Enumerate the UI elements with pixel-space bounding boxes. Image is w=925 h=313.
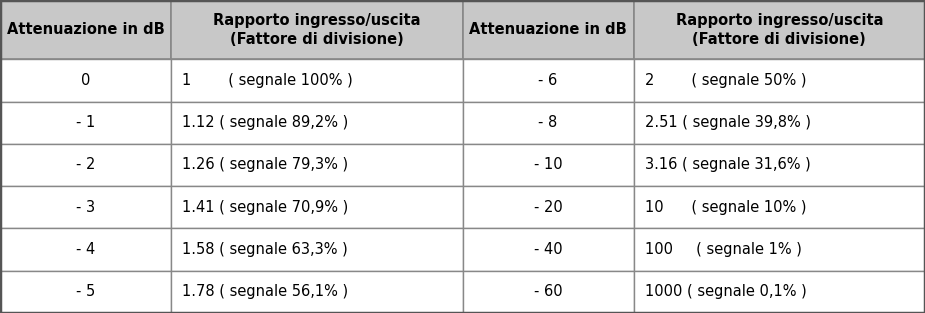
Text: 1000 ( segnale 0,1% ): 1000 ( segnale 0,1% ) <box>645 284 807 299</box>
Bar <box>634 101 925 144</box>
Bar <box>171 0 462 59</box>
Text: 1.78 ( segnale 56,1% ): 1.78 ( segnale 56,1% ) <box>182 284 349 299</box>
Bar <box>0 101 171 144</box>
Text: - 8: - 8 <box>538 115 558 130</box>
Text: - 20: - 20 <box>534 200 562 215</box>
Bar <box>634 59 925 101</box>
Text: 1.58 ( segnale 63,3% ): 1.58 ( segnale 63,3% ) <box>182 242 348 257</box>
Bar <box>634 144 925 186</box>
Text: 2.51 ( segnale 39,8% ): 2.51 ( segnale 39,8% ) <box>645 115 810 130</box>
Bar <box>171 144 462 186</box>
Text: Attenuazione in dB: Attenuazione in dB <box>6 22 165 37</box>
Bar <box>462 101 634 144</box>
Text: - 40: - 40 <box>534 242 562 257</box>
Text: Rapporto ingresso/uscita
(Fattore di divisione): Rapporto ingresso/uscita (Fattore di div… <box>213 13 421 47</box>
Bar <box>634 186 925 228</box>
Bar <box>634 228 925 271</box>
Text: 1.41 ( segnale 70,9% ): 1.41 ( segnale 70,9% ) <box>182 200 349 215</box>
Text: 3.16 ( segnale 31,6% ): 3.16 ( segnale 31,6% ) <box>645 157 810 172</box>
Text: - 60: - 60 <box>534 284 562 299</box>
Bar <box>0 144 171 186</box>
Text: Rapporto ingresso/uscita
(Fattore di divisione): Rapporto ingresso/uscita (Fattore di div… <box>675 13 883 47</box>
Bar <box>462 271 634 313</box>
Bar <box>462 59 634 101</box>
Text: Attenuazione in dB: Attenuazione in dB <box>469 22 627 37</box>
Text: - 3: - 3 <box>76 200 95 215</box>
Bar <box>462 0 634 59</box>
Bar <box>171 186 462 228</box>
Text: 1.12 ( segnale 89,2% ): 1.12 ( segnale 89,2% ) <box>182 115 349 130</box>
Text: - 4: - 4 <box>76 242 95 257</box>
Bar <box>171 271 462 313</box>
Text: 100     ( segnale 1% ): 100 ( segnale 1% ) <box>645 242 802 257</box>
Text: - 1: - 1 <box>76 115 95 130</box>
Text: 1        ( segnale 100% ): 1 ( segnale 100% ) <box>182 73 353 88</box>
Text: - 2: - 2 <box>76 157 95 172</box>
Bar <box>462 228 634 271</box>
Bar <box>0 0 171 59</box>
Text: 2        ( segnale 50% ): 2 ( segnale 50% ) <box>645 73 807 88</box>
Bar <box>634 0 925 59</box>
Bar <box>171 228 462 271</box>
Bar <box>0 186 171 228</box>
Bar <box>0 59 171 101</box>
Bar <box>462 186 634 228</box>
Text: - 10: - 10 <box>534 157 562 172</box>
Text: 1.26 ( segnale 79,3% ): 1.26 ( segnale 79,3% ) <box>182 157 349 172</box>
Bar <box>462 144 634 186</box>
Text: 0: 0 <box>80 73 91 88</box>
Bar <box>171 59 462 101</box>
Bar <box>0 271 171 313</box>
Bar <box>171 101 462 144</box>
Text: - 6: - 6 <box>538 73 558 88</box>
Bar <box>634 271 925 313</box>
Text: 10      ( segnale 10% ): 10 ( segnale 10% ) <box>645 200 807 215</box>
Text: - 5: - 5 <box>76 284 95 299</box>
Bar <box>0 228 171 271</box>
